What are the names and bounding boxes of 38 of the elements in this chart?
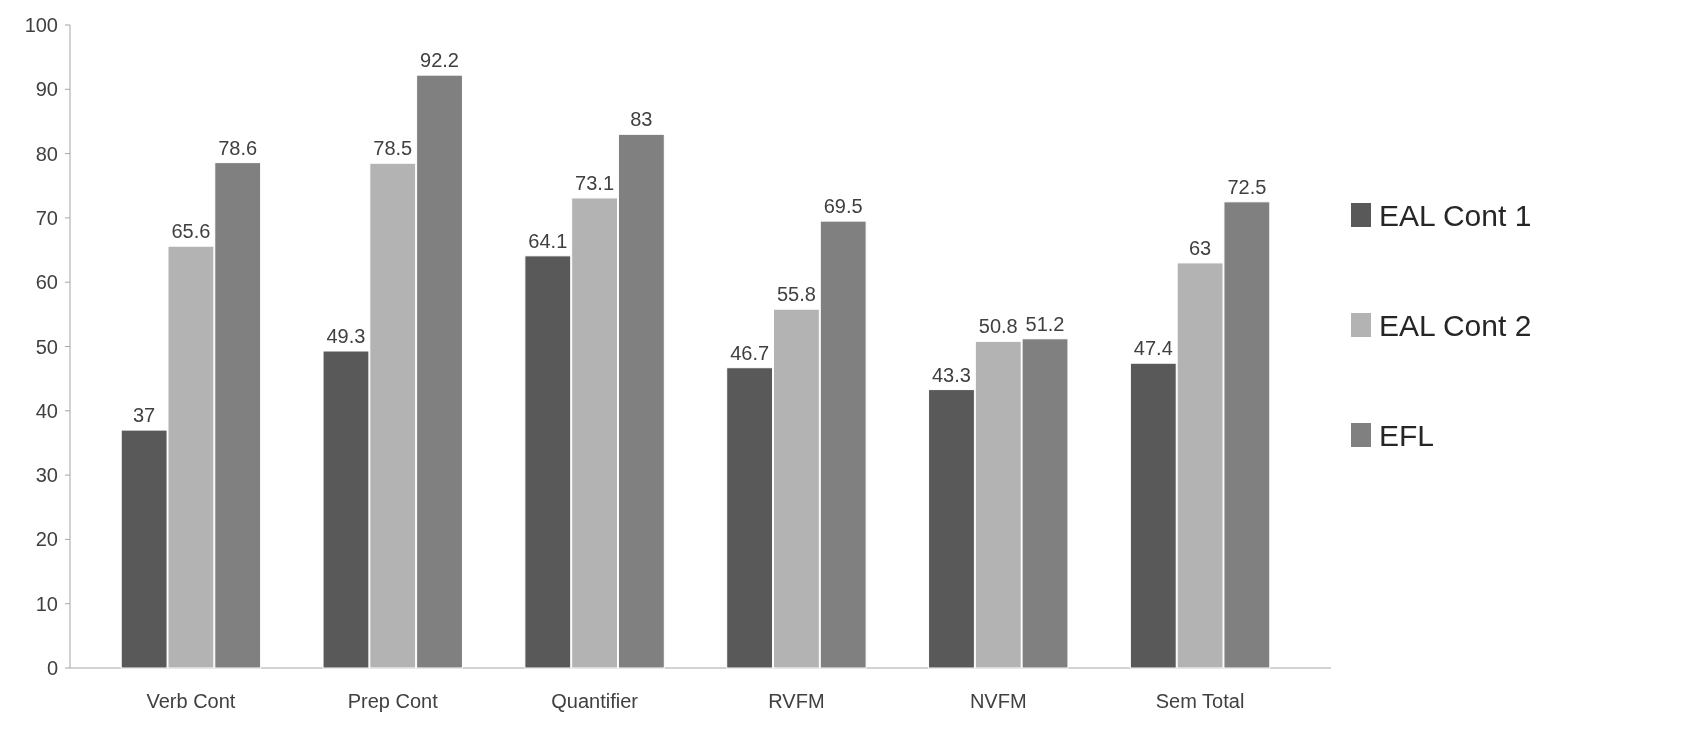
data-label: 92.2 — [420, 49, 459, 72]
y-tick-label: 90 — [35, 78, 58, 101]
x-tick-label: Verb Cont — [146, 690, 236, 712]
y-tick-label: 50 — [35, 335, 58, 358]
data-label: 69.5 — [823, 195, 863, 218]
data-label: 72.5 — [1227, 175, 1267, 198]
data-label: 78.6 — [218, 136, 258, 159]
data-label: 43.3 — [932, 363, 971, 386]
y-tick-label: 80 — [35, 142, 58, 165]
y-tick-label: 30 — [35, 464, 58, 487]
x-tick-label: Sem Total — [1155, 690, 1245, 712]
legend-label: EFL — [1379, 418, 1435, 452]
x-tick-label: RVFM — [768, 690, 825, 712]
y-tick-label: 60 — [35, 271, 58, 294]
legend-label: EAL Cont 2 — [1379, 308, 1532, 342]
y-tick-label: 10 — [35, 592, 58, 615]
data-label: 50.8 — [978, 315, 1018, 338]
data-label: 73.1 — [575, 171, 615, 194]
y-tick-label: 40 — [35, 399, 58, 422]
data-label: 55.8 — [776, 283, 816, 306]
data-label: 51.2 — [1025, 312, 1065, 335]
y-tick-label: 20 — [35, 528, 58, 551]
data-label: 49.3 — [326, 325, 366, 347]
y-tick-label: 70 — [35, 206, 58, 229]
data-label: 47.4 — [1133, 337, 1173, 360]
data-label: 64.1 — [528, 229, 568, 252]
x-tick-label: NVFM — [969, 690, 1027, 712]
data-label: 78.5 — [373, 137, 413, 160]
x-tick-label: Prep Cont — [347, 690, 439, 712]
data-label: 37 — [133, 404, 156, 427]
data-label: 63 — [1188, 236, 1212, 259]
legend-label: EAL Cont 1 — [1379, 198, 1532, 232]
x-tick-label: Quantifier — [551, 690, 639, 712]
y-tick-label: 100 — [24, 14, 58, 36]
data-label: 65.6 — [171, 220, 211, 243]
data-label: 83 — [630, 108, 653, 131]
data-label: 46.7 — [730, 341, 770, 364]
y-tick-label: 0 — [46, 657, 58, 679]
